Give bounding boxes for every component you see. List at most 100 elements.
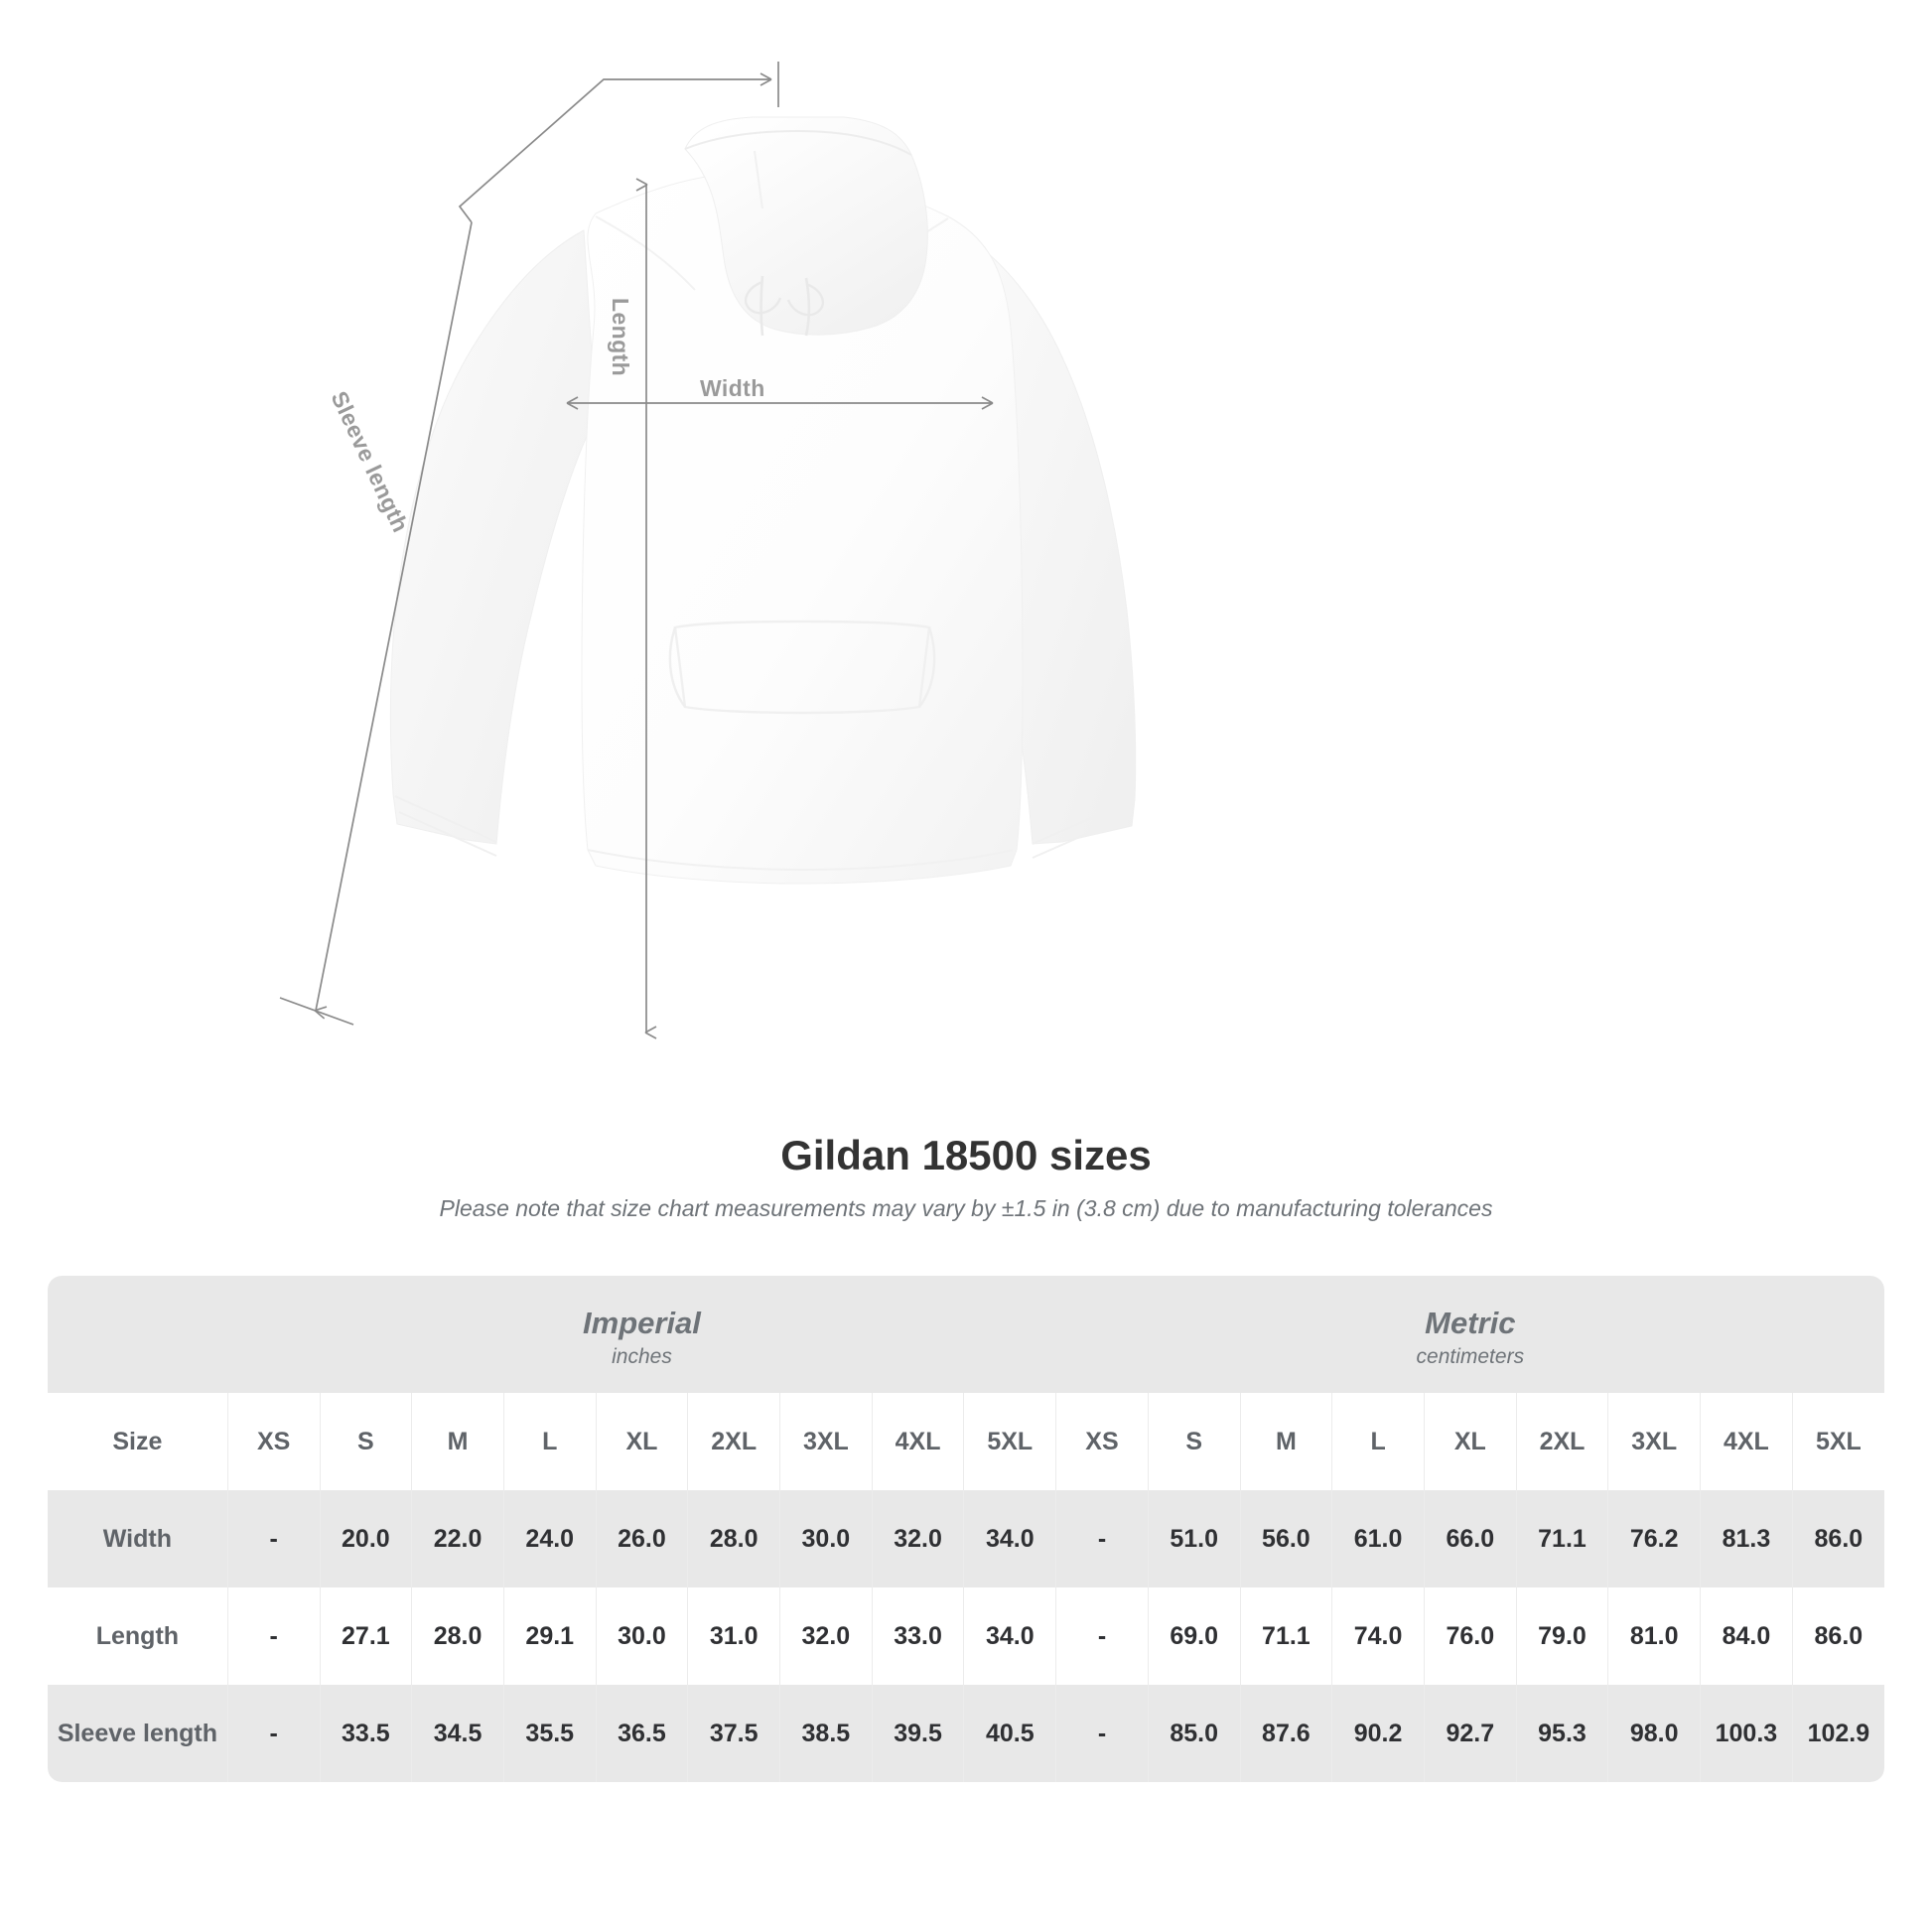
cell-value: 79.0 (1515, 1587, 1608, 1685)
size-header-2xl: 2XL (687, 1393, 780, 1490)
cell-value: 76.2 (1607, 1490, 1701, 1587)
row-label-sleeve-length: Sleeve length (48, 1685, 228, 1782)
width-label: Width (700, 375, 765, 401)
cell-value: - (1055, 1685, 1149, 1782)
cell-value: 20.0 (319, 1490, 412, 1587)
cell-value: - (226, 1685, 320, 1782)
cell-value: 28.0 (411, 1587, 504, 1685)
garment-measurement-diagram: Length Width Sleeve length (279, 62, 1137, 1039)
cell-value: 27.1 (319, 1587, 412, 1685)
size-header-xs: XS (1055, 1393, 1149, 1490)
size-table-container: Imperial inches Metric centimeters Size XS S M L… (48, 1276, 1884, 1782)
cell-value: - (226, 1587, 320, 1685)
length-label: Length (608, 298, 633, 377)
tolerance-note: Please note that size chart measurements… (439, 1195, 1493, 1222)
size-header-4xl: 4XL (871, 1393, 964, 1490)
cell-value: 40.5 (963, 1685, 1056, 1782)
sleeve-end-tick (279, 997, 354, 1026)
cell-value: 24.0 (502, 1490, 597, 1587)
column-header-row: Size XS S M L XL 2XL 3XL 4XL 5XL XS S M L XL 2XL 3XL 4XL 5… (48, 1393, 1884, 1490)
table-corner-spacer (48, 1276, 228, 1393)
cell-value: 34.0 (963, 1587, 1056, 1685)
cell-value: 33.5 (319, 1685, 412, 1782)
cell-value: 30.0 (595, 1587, 688, 1685)
cell-value: 90.2 (1331, 1685, 1425, 1782)
cell-value: 86.0 (1791, 1587, 1884, 1685)
cell-value: 61.0 (1331, 1490, 1425, 1587)
table-row: Length -27.1 28.0 29.1 30.0 31.0 32.0 33.0 34.0-… (48, 1587, 1884, 1685)
cell-value: 98.0 (1607, 1685, 1701, 1782)
cell-value: 74.0 (1331, 1587, 1425, 1685)
size-header-3xl: 3XL (1607, 1393, 1701, 1490)
size-header-s: S (319, 1393, 412, 1490)
size-header-l: L (502, 1393, 597, 1490)
cell-value: 71.1 (1239, 1587, 1332, 1685)
cell-value: 95.3 (1515, 1685, 1608, 1782)
unit-group-metric: Metric centimeters (1055, 1276, 1884, 1393)
cell-value: 32.0 (871, 1490, 964, 1587)
cell-value: 30.0 (779, 1490, 873, 1587)
size-header-xl: XL (1423, 1393, 1517, 1490)
cell-value: 84.0 (1700, 1587, 1793, 1685)
sleeve-leader-line (458, 72, 772, 223)
cell-value: 34.5 (411, 1685, 504, 1782)
cell-value: 81.3 (1700, 1490, 1793, 1587)
cell-value: 37.5 (687, 1685, 780, 1782)
size-header-2xl: 2XL (1515, 1393, 1608, 1490)
cell-value: 56.0 (1239, 1490, 1332, 1587)
cell-value: 35.5 (502, 1685, 597, 1782)
sleeve-length-arrow (314, 221, 473, 1020)
cell-value: 100.3 (1700, 1685, 1793, 1782)
cell-value: 36.5 (595, 1685, 688, 1782)
size-corner-header: Size (48, 1393, 228, 1490)
size-header-l: L (1331, 1393, 1425, 1490)
table-row: Width -20.0 22.0 24.0 26.0 28.0 30.0 32.0 34.0-5… (48, 1490, 1884, 1587)
cell-value: 76.0 (1423, 1587, 1517, 1685)
unit-group-subtitle: inches (612, 1345, 672, 1369)
unit-group-imperial: Imperial inches (227, 1276, 1056, 1393)
unit-group-subtitle: centimeters (1416, 1345, 1525, 1369)
cell-value: - (1055, 1587, 1149, 1685)
cell-value: 51.0 (1147, 1490, 1241, 1587)
cell-value: 38.5 (779, 1685, 873, 1782)
cell-value: 39.5 (871, 1685, 964, 1782)
cell-value: - (226, 1490, 320, 1587)
row-label-width: Width (48, 1490, 228, 1587)
cell-value: 92.7 (1423, 1685, 1517, 1782)
cell-value: 71.1 (1515, 1490, 1608, 1587)
size-header-5xl: 5XL (1791, 1393, 1884, 1490)
size-header-4xl: 4XL (1700, 1393, 1793, 1490)
page-title: Gildan 18500 sizes (780, 1132, 1152, 1178)
cell-value: 69.0 (1147, 1587, 1241, 1685)
cell-value: 34.0 (963, 1490, 1056, 1587)
cell-value: 66.0 (1423, 1490, 1517, 1587)
cell-value: 22.0 (411, 1490, 504, 1587)
size-header-5xl: 5XL (963, 1393, 1056, 1490)
unit-group-name: Imperial (583, 1305, 701, 1340)
size-header-m: M (1239, 1393, 1332, 1490)
unit-banner-row: Imperial inches Metric centimeters (48, 1276, 1884, 1393)
cell-value: 32.0 (779, 1587, 873, 1685)
size-header-m: M (411, 1393, 504, 1490)
size-header-xs: XS (226, 1393, 320, 1490)
cell-value: 85.0 (1147, 1685, 1241, 1782)
table-row: Sleeve length -33.5 34.5 35.5 36.5 37.5 38.5 39… (48, 1685, 1884, 1782)
size-header-3xl: 3XL (779, 1393, 873, 1490)
size-chart-table: Imperial inches Metric centimeters Size XS S M L… (48, 1276, 1884, 1782)
cell-value: 31.0 (687, 1587, 780, 1685)
cell-value: 29.1 (502, 1587, 597, 1685)
cell-value: 81.0 (1607, 1587, 1701, 1685)
cell-value: 26.0 (595, 1490, 688, 1587)
cell-value: - (1055, 1490, 1149, 1587)
cell-value: 33.0 (871, 1587, 964, 1685)
size-header-s: S (1147, 1393, 1241, 1490)
hoodie-illustration (279, 62, 1137, 1039)
chart-heading: Gildan 18500 sizes Please note that size… (0, 1132, 1932, 1223)
measurement-guides (279, 62, 994, 1039)
hoodie-body-shape (389, 116, 1137, 885)
cell-value: 86.0 (1791, 1490, 1884, 1587)
cell-value: 102.9 (1791, 1685, 1884, 1782)
row-label-length: Length (48, 1587, 228, 1685)
unit-group-name: Metric (1425, 1305, 1516, 1340)
